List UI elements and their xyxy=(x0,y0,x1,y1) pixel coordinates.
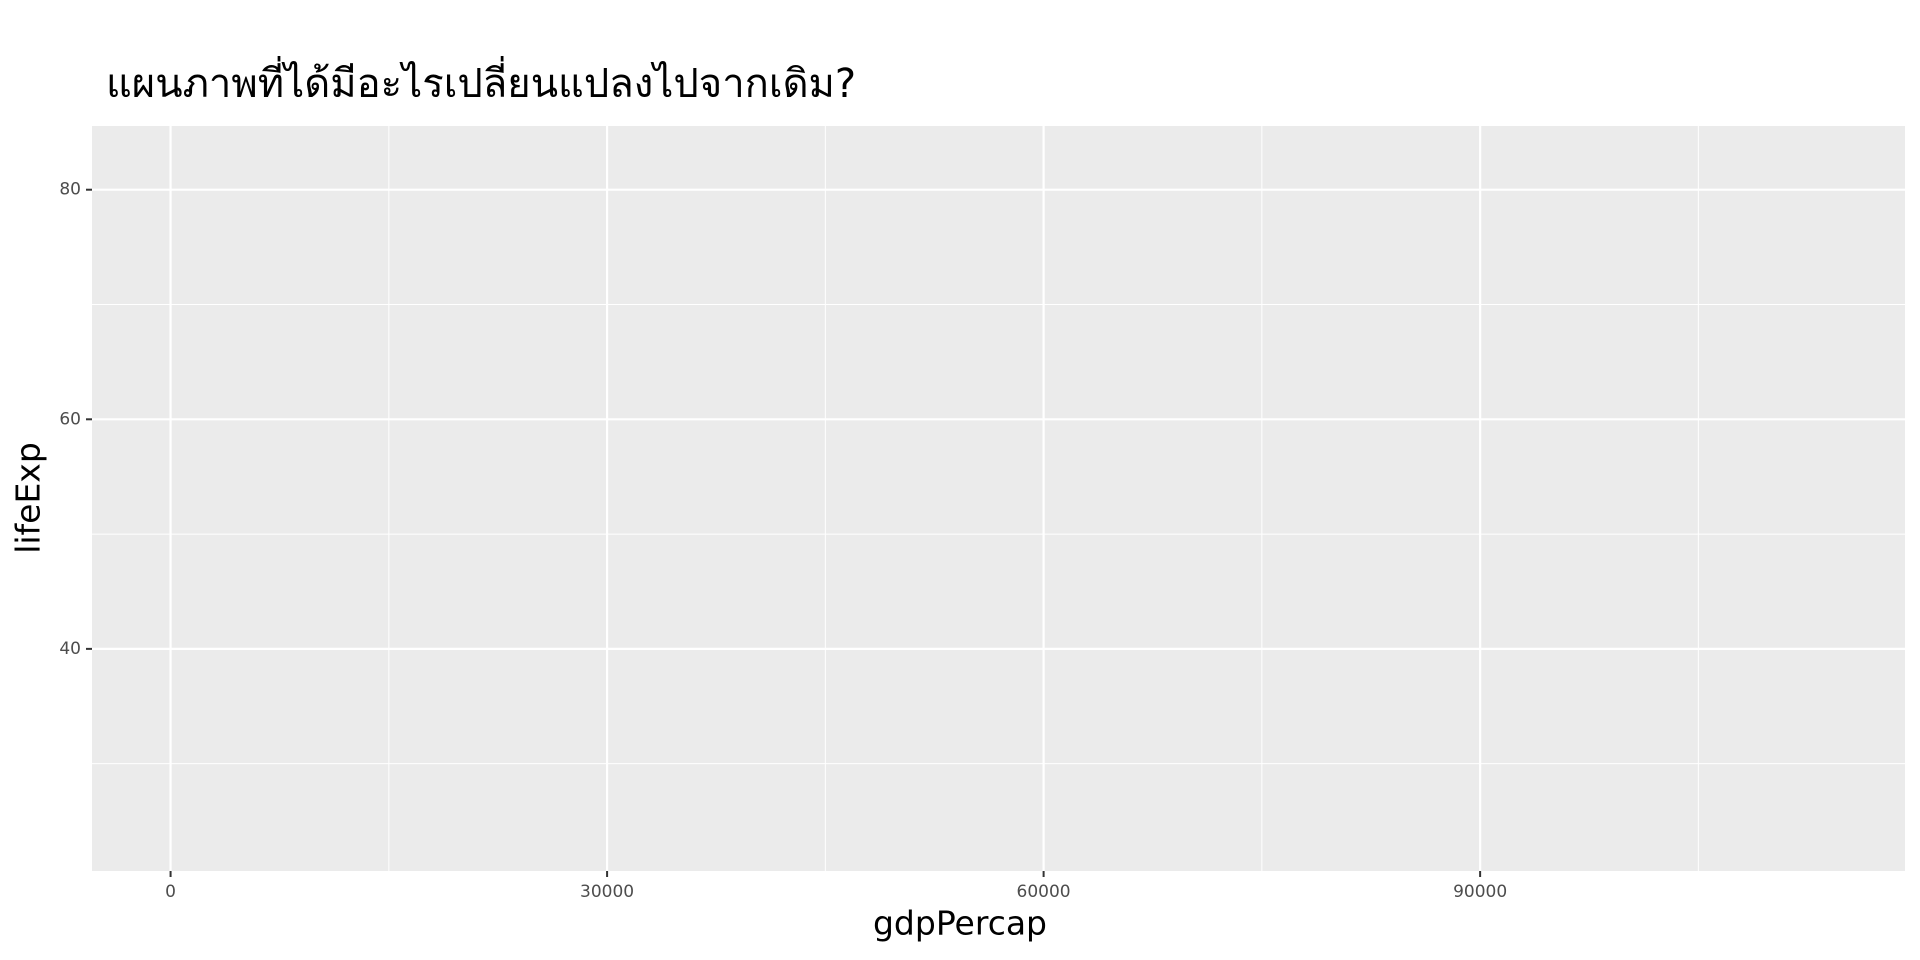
x-tick-label: 30000 xyxy=(580,882,634,902)
chart-title: แผนภาพที่ได้มีอะไรเปลี่ยนแปลงไปจากเดิม? xyxy=(106,56,856,107)
y-tick-label: 60 xyxy=(59,409,81,429)
y-axis-title: lifeExp xyxy=(9,442,48,554)
x-tick-label: 0 xyxy=(165,882,176,902)
y-tick-label: 80 xyxy=(59,180,81,200)
x-tick-label: 90000 xyxy=(1453,882,1507,902)
y-tick-label: 40 xyxy=(59,639,81,659)
x-tick-label: 60000 xyxy=(1017,882,1071,902)
panel xyxy=(92,126,1905,871)
x-axis-title: gdpPercap xyxy=(873,904,1047,943)
